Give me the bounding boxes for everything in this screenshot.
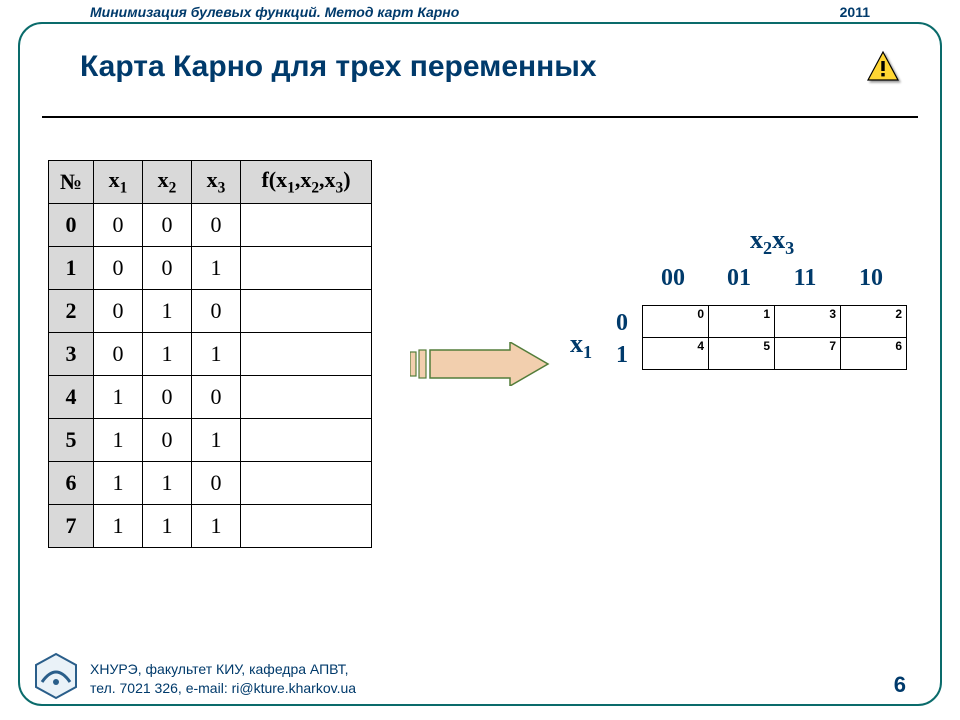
- cell-f: [241, 247, 372, 290]
- cell-x3: 0: [192, 376, 241, 419]
- cell-f: [241, 505, 372, 548]
- cell-x2: 0: [143, 419, 192, 462]
- cell-f: [241, 204, 372, 247]
- cell-x1: 0: [94, 290, 143, 333]
- table-row: 7111: [49, 505, 372, 548]
- header-right: 2011: [840, 4, 870, 20]
- cell-x2: 1: [143, 290, 192, 333]
- kmap-cell: 3: [775, 306, 841, 338]
- kmap-row: 0 1 3 2: [643, 306, 907, 338]
- truth-table: № x1 x2 x3 f(x1,x2,x3) 00001001201030114…: [48, 160, 372, 548]
- table-header-row: № x1 x2 x3 f(x1,x2,x3): [49, 161, 372, 204]
- cell-x1: 1: [94, 462, 143, 505]
- col-x2: x2: [143, 161, 192, 204]
- cell-f: [241, 462, 372, 505]
- kmap-cell: 2: [841, 306, 907, 338]
- cell-n: 5: [49, 419, 94, 462]
- cell-n: 6: [49, 462, 94, 505]
- table-row: 6110: [49, 462, 372, 505]
- cell-x3: 0: [192, 290, 241, 333]
- kmap-row-labels: 0 1: [616, 307, 628, 371]
- kmap-row-0: 0: [616, 307, 628, 339]
- table-row: 4100: [49, 376, 372, 419]
- col-x1: x1: [94, 161, 143, 204]
- cell-x1: 0: [94, 333, 143, 376]
- kmap-cell: 1: [709, 306, 775, 338]
- header-bar: Минимизация булевых функций. Метод карт …: [0, 0, 960, 22]
- cell-x1: 1: [94, 505, 143, 548]
- cell-x2: 1: [143, 505, 192, 548]
- cell-x2: 0: [143, 204, 192, 247]
- kmap-col-var: x2x3: [750, 225, 794, 259]
- col-x3: x3: [192, 161, 241, 204]
- kmap-col-11: 11: [772, 265, 838, 292]
- cell-n: 7: [49, 505, 94, 548]
- cell-x3: 1: [192, 505, 241, 548]
- cell-x2: 0: [143, 247, 192, 290]
- cell-x1: 0: [94, 204, 143, 247]
- kmap-cell: 4: [643, 338, 709, 370]
- kmap-col-labels: 00 01 11 10: [640, 265, 904, 292]
- cell-n: 4: [49, 376, 94, 419]
- kmap-cell: 5: [709, 338, 775, 370]
- col-f: f(x1,x2,x3): [241, 161, 372, 204]
- arrow-icon: [410, 342, 550, 386]
- cell-x1: 0: [94, 247, 143, 290]
- cell-f: [241, 419, 372, 462]
- cell-x3: 0: [192, 462, 241, 505]
- cell-x2: 1: [143, 462, 192, 505]
- kmap-row: 4 5 7 6: [643, 338, 907, 370]
- kmap-col-01: 01: [706, 265, 772, 292]
- kmap-cell: 6: [841, 338, 907, 370]
- table-row: 1001: [49, 247, 372, 290]
- cell-x3: 1: [192, 333, 241, 376]
- col-n: №: [49, 161, 94, 204]
- kmap-row-var: x1: [570, 329, 592, 363]
- footer-line1: ХНУРЭ, факультет КИУ, кафедра АПВТ,: [90, 660, 356, 679]
- cell-n: 3: [49, 333, 94, 376]
- footer-text: ХНУРЭ, факультет КИУ, кафедра АПВТ, тел.…: [90, 660, 356, 698]
- title-divider: [42, 116, 918, 118]
- page-number: 6: [894, 672, 906, 698]
- kmap-cell: 7: [775, 338, 841, 370]
- kmap-row-1: 1: [616, 339, 628, 371]
- warning-icon: [866, 50, 900, 84]
- cell-x2: 1: [143, 333, 192, 376]
- table-row: 0000: [49, 204, 372, 247]
- cell-n: 2: [49, 290, 94, 333]
- cell-n: 1: [49, 247, 94, 290]
- kmap-grid: 0 1 3 2 4 5 7 6: [642, 305, 907, 370]
- cell-x3: 0: [192, 204, 241, 247]
- footer-logo-icon: [32, 652, 80, 700]
- kmap-cell: 0: [643, 306, 709, 338]
- kmap-col-10: 10: [838, 265, 904, 292]
- header-left: Минимизация булевых функций. Метод карт …: [90, 4, 459, 20]
- table-row: 2010: [49, 290, 372, 333]
- cell-f: [241, 376, 372, 419]
- kmap-col-00: 00: [640, 265, 706, 292]
- cell-x3: 1: [192, 419, 241, 462]
- table-row: 3011: [49, 333, 372, 376]
- table-row: 5101: [49, 419, 372, 462]
- cell-x3: 1: [192, 247, 241, 290]
- footer-line2: тел. 7021 326, e-mail: ri@kture.kharkov.…: [90, 679, 356, 698]
- cell-x2: 0: [143, 376, 192, 419]
- cell-f: [241, 333, 372, 376]
- slide-title: Карта Карно для трех переменных: [80, 50, 597, 84]
- cell-x1: 1: [94, 419, 143, 462]
- cell-n: 0: [49, 204, 94, 247]
- cell-x1: 1: [94, 376, 143, 419]
- cell-f: [241, 290, 372, 333]
